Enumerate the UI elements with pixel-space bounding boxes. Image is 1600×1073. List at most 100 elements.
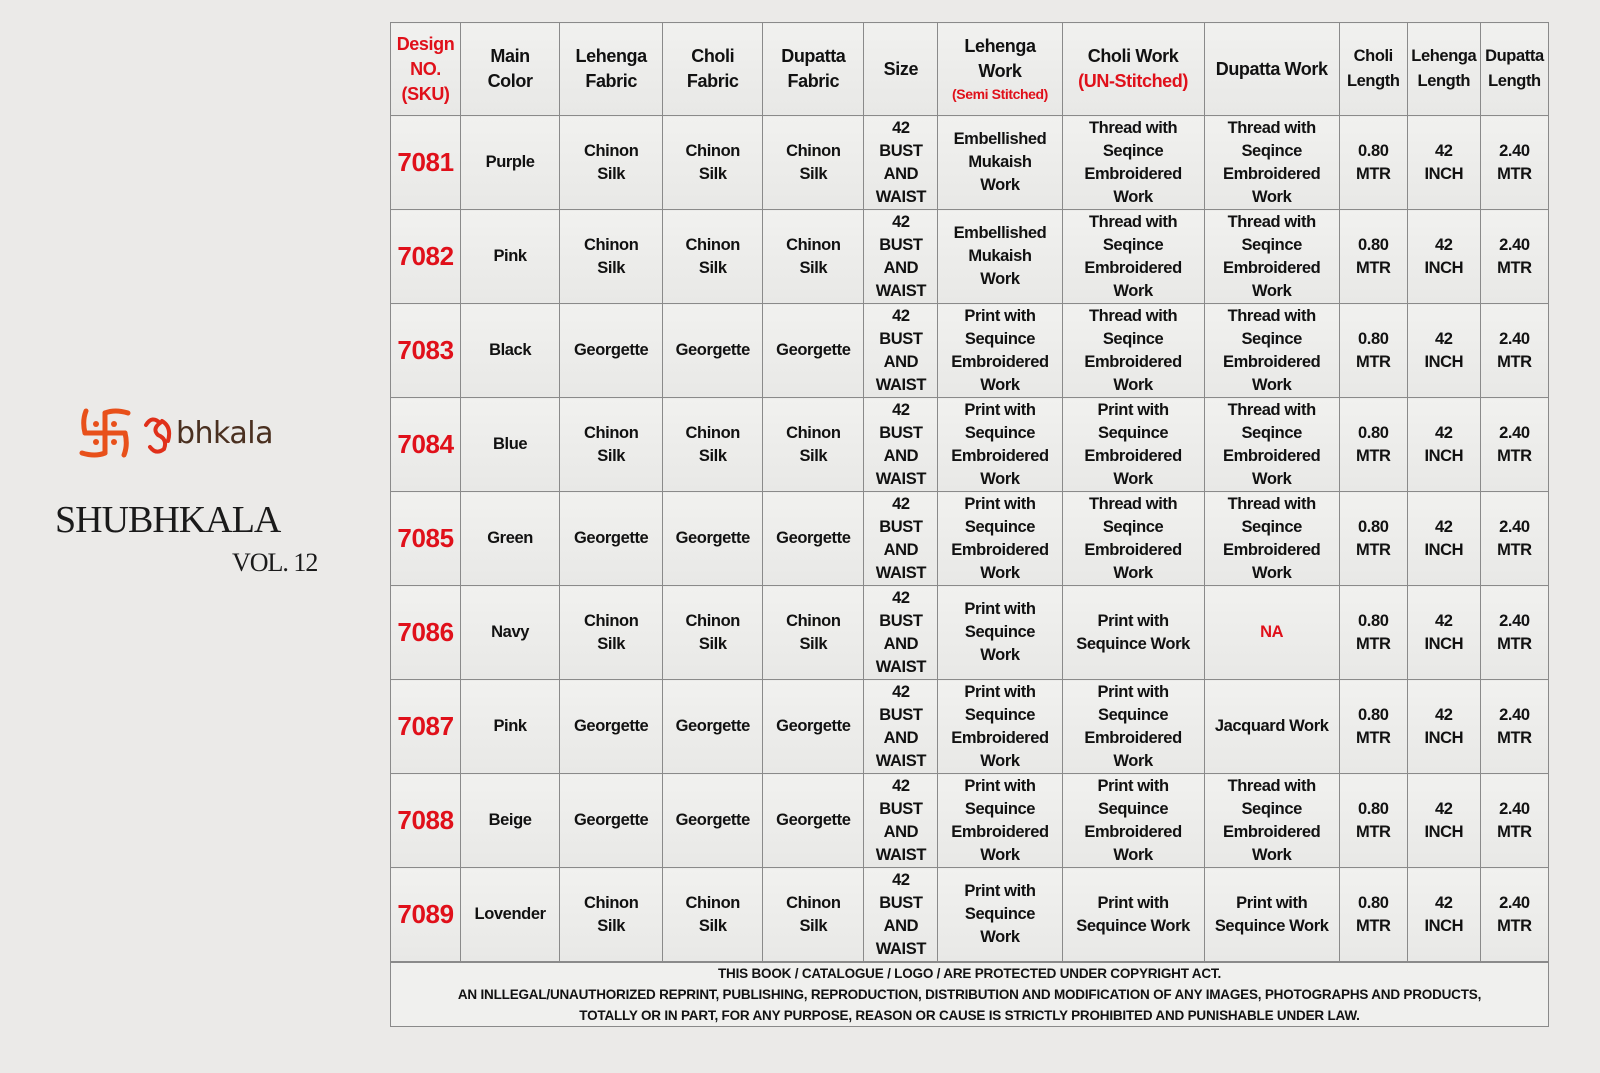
header-choli-fabric: Choli Fabric (662, 22, 764, 116)
cell-lehenga-fabric: Chinon Silk (559, 115, 664, 210)
cell-dupatta-work: Jacquard Work (1203, 679, 1340, 774)
cell-design-no: 7086 (389, 585, 462, 680)
cell-size: 42 BUST AND WAIST (863, 397, 939, 492)
cell-main-color: Purple (460, 115, 561, 210)
cell-choli-work: Thread with Seqince Embroidered Work (1061, 209, 1205, 304)
collection-title: SHUBHKALA (55, 499, 281, 541)
cell-dupatta-length: 2.40 MTR (1479, 773, 1550, 868)
cell-lehenga-work: Print with Sequince Work (937, 867, 1063, 962)
cell-size: 42 BUST AND WAIST (863, 303, 939, 398)
table-row: 7088 Beige Georgette Georgette Georgette 42 B… (389, 773, 1550, 868)
cell-design-no: 7089 (389, 867, 462, 962)
header-choli-work: Choli Work (UN-Stitched) (1061, 22, 1205, 116)
header-sublabel: (UN-Stitched) (1078, 71, 1188, 91)
cell-choli-fabric: Chinon Silk (662, 397, 764, 492)
header-choli-length: Choli Length (1338, 22, 1408, 116)
cell-main-color: Black (460, 303, 561, 398)
cell-size: 42 BUST AND WAIST (863, 773, 939, 868)
cell-choli-length: 0.80 MTR (1338, 773, 1408, 868)
cell-dupatta-work: NA (1203, 585, 1340, 680)
cell-lehenga-work: Embellished Mukaish Work (937, 115, 1063, 210)
cell-dupatta-length: 2.40 MTR (1479, 491, 1550, 586)
cell-lehenga-length: 42 INCH (1406, 209, 1481, 304)
cell-lehenga-work: Print with Sequince Embroidered Work (937, 491, 1063, 586)
cell-design-no: 7084 (389, 397, 462, 492)
cell-choli-work: Print with Sequince Embroidered Work (1061, 397, 1205, 492)
cell-lehenga-work: Print with Sequince Embroidered Work (937, 679, 1063, 774)
cell-dupatta-work: Thread with Seqince Embroidered Work (1203, 115, 1340, 210)
header-row: Design NO. (SKU) Main Color Lehenga Fabric… (389, 22, 1550, 116)
copyright-notice: THIS BOOK / CATALOGUE / LOGO / ARE PROTE… (390, 962, 1549, 1027)
header-label: Dupatta Fabric (781, 46, 846, 91)
cell-lehenga-length: 42 INCH (1406, 397, 1481, 492)
cell-dupatta-fabric: Georgette (762, 491, 865, 586)
header-label: Choli Work (1087, 46, 1179, 66)
cell-lehenga-work: Print with Sequince Embroidered Work (937, 773, 1063, 868)
cell-dupatta-work: Print with Sequince Work (1203, 867, 1340, 962)
cell-choli-length: 0.80 MTR (1338, 491, 1408, 586)
table-row: 7087 Pink Georgette Georgette Georgette 42 BU… (389, 679, 1550, 774)
cell-choli-work: Thread with Seqince Embroidered Work (1061, 303, 1205, 398)
cell-main-color: Blue (460, 397, 561, 492)
cell-lehenga-work: Print with Sequince Embroidered Work (937, 397, 1063, 492)
copyright-line-2: AN INLLEGAL/UNAUTHORIZED REPRINT, PUBLIS… (457, 987, 1482, 1002)
cell-lehenga-fabric: Georgette (559, 303, 664, 398)
brand-logo: bhkala (70, 405, 330, 461)
cell-choli-fabric: Georgette (662, 773, 764, 868)
header-label: Choli Fabric (686, 46, 739, 91)
cell-dupatta-work: Thread with Seqince Embroidered Work (1203, 773, 1340, 868)
cell-size: 42 BUST AND WAIST (863, 491, 939, 586)
cell-main-color: Navy (460, 585, 561, 680)
cell-lehenga-length: 42 INCH (1406, 773, 1481, 868)
header-label: Lehenga Length (1411, 47, 1477, 90)
cell-choli-work: Print with Sequince Embroidered Work (1061, 773, 1205, 868)
cell-choli-fabric: Chinon Silk (662, 867, 764, 962)
cell-choli-fabric: Georgette (662, 679, 764, 774)
cell-size: 42 BUST AND WAIST (863, 585, 939, 680)
cell-design-no: 7087 (389, 679, 462, 774)
collection-volume: VOL. 12 (232, 548, 318, 577)
cell-lehenga-fabric: Georgette (559, 773, 664, 868)
cell-choli-work: Print with Sequince Embroidered Work (1061, 679, 1205, 774)
copyright-line-1: THIS BOOK / CATALOGUE / LOGO / ARE PROTE… (717, 966, 1221, 981)
cell-dupatta-fabric: Georgette (762, 679, 865, 774)
cell-lehenga-fabric: Chinon Silk (559, 209, 664, 304)
cell-size: 42 BUST AND WAIST (863, 867, 939, 962)
cell-design-no: 7088 (389, 773, 462, 868)
cell-lehenga-fabric: Chinon Silk (559, 867, 664, 962)
cell-dupatta-work: Thread with Seqince Embroidered Work (1203, 303, 1340, 398)
cell-lehenga-length: 42 INCH (1406, 867, 1481, 962)
cell-dupatta-fabric: Georgette (762, 773, 865, 868)
cell-main-color: Pink (460, 209, 561, 304)
cell-size: 42 BUST AND WAIST (863, 679, 939, 774)
cell-dupatta-length: 2.40 MTR (1479, 115, 1550, 210)
cell-lehenga-length: 42 INCH (1406, 115, 1481, 210)
cell-choli-work: Print with Sequince Work (1061, 585, 1205, 680)
table-row: 7082 Pink Chinon Silk Chinon Silk Chinon Sil… (389, 209, 1550, 304)
cell-lehenga-fabric: Georgette (559, 491, 664, 586)
cell-main-color: Beige (460, 773, 561, 868)
cell-dupatta-fabric: Chinon Silk (762, 585, 865, 680)
cell-choli-fabric: Chinon Silk (662, 209, 764, 304)
cell-main-color: Pink (460, 679, 561, 774)
logo-text: bhkala (176, 415, 274, 451)
cell-lehenga-fabric: Chinon Silk (559, 397, 664, 492)
cell-dupatta-fabric: Georgette (762, 303, 865, 398)
cell-main-color: Green (460, 491, 561, 586)
header-label: Lehenga Work (964, 36, 1036, 81)
cell-choli-work: Thread with Seqince Embroidered Work (1061, 491, 1205, 586)
cell-lehenga-work: Print with Sequince Embroidered Work (937, 303, 1063, 398)
cell-main-color: Lovender (460, 867, 561, 962)
cell-choli-fabric: Georgette (662, 491, 764, 586)
header-dupatta-fabric: Dupatta Fabric (762, 22, 865, 116)
header-label: Dupatta Work (1215, 58, 1328, 79)
cell-dupatta-fabric: Chinon Silk (762, 867, 865, 962)
cell-choli-length: 0.80 MTR (1338, 867, 1408, 962)
header-label: Size (883, 58, 919, 79)
header-lehenga-work: Lehenga Work (Semi Stitched) (937, 22, 1063, 116)
header-label: Design NO. (SKU) (396, 33, 455, 104)
table-row: 7081 Purple Chinon Silk Chinon Silk Chinon S… (389, 115, 1550, 210)
cell-lehenga-length: 42 INCH (1406, 585, 1481, 680)
cell-lehenga-work: Embellished Mukaish Work (937, 209, 1063, 304)
table-row: 7083 Black Georgette Georgette Georgette 42 B… (389, 303, 1550, 398)
